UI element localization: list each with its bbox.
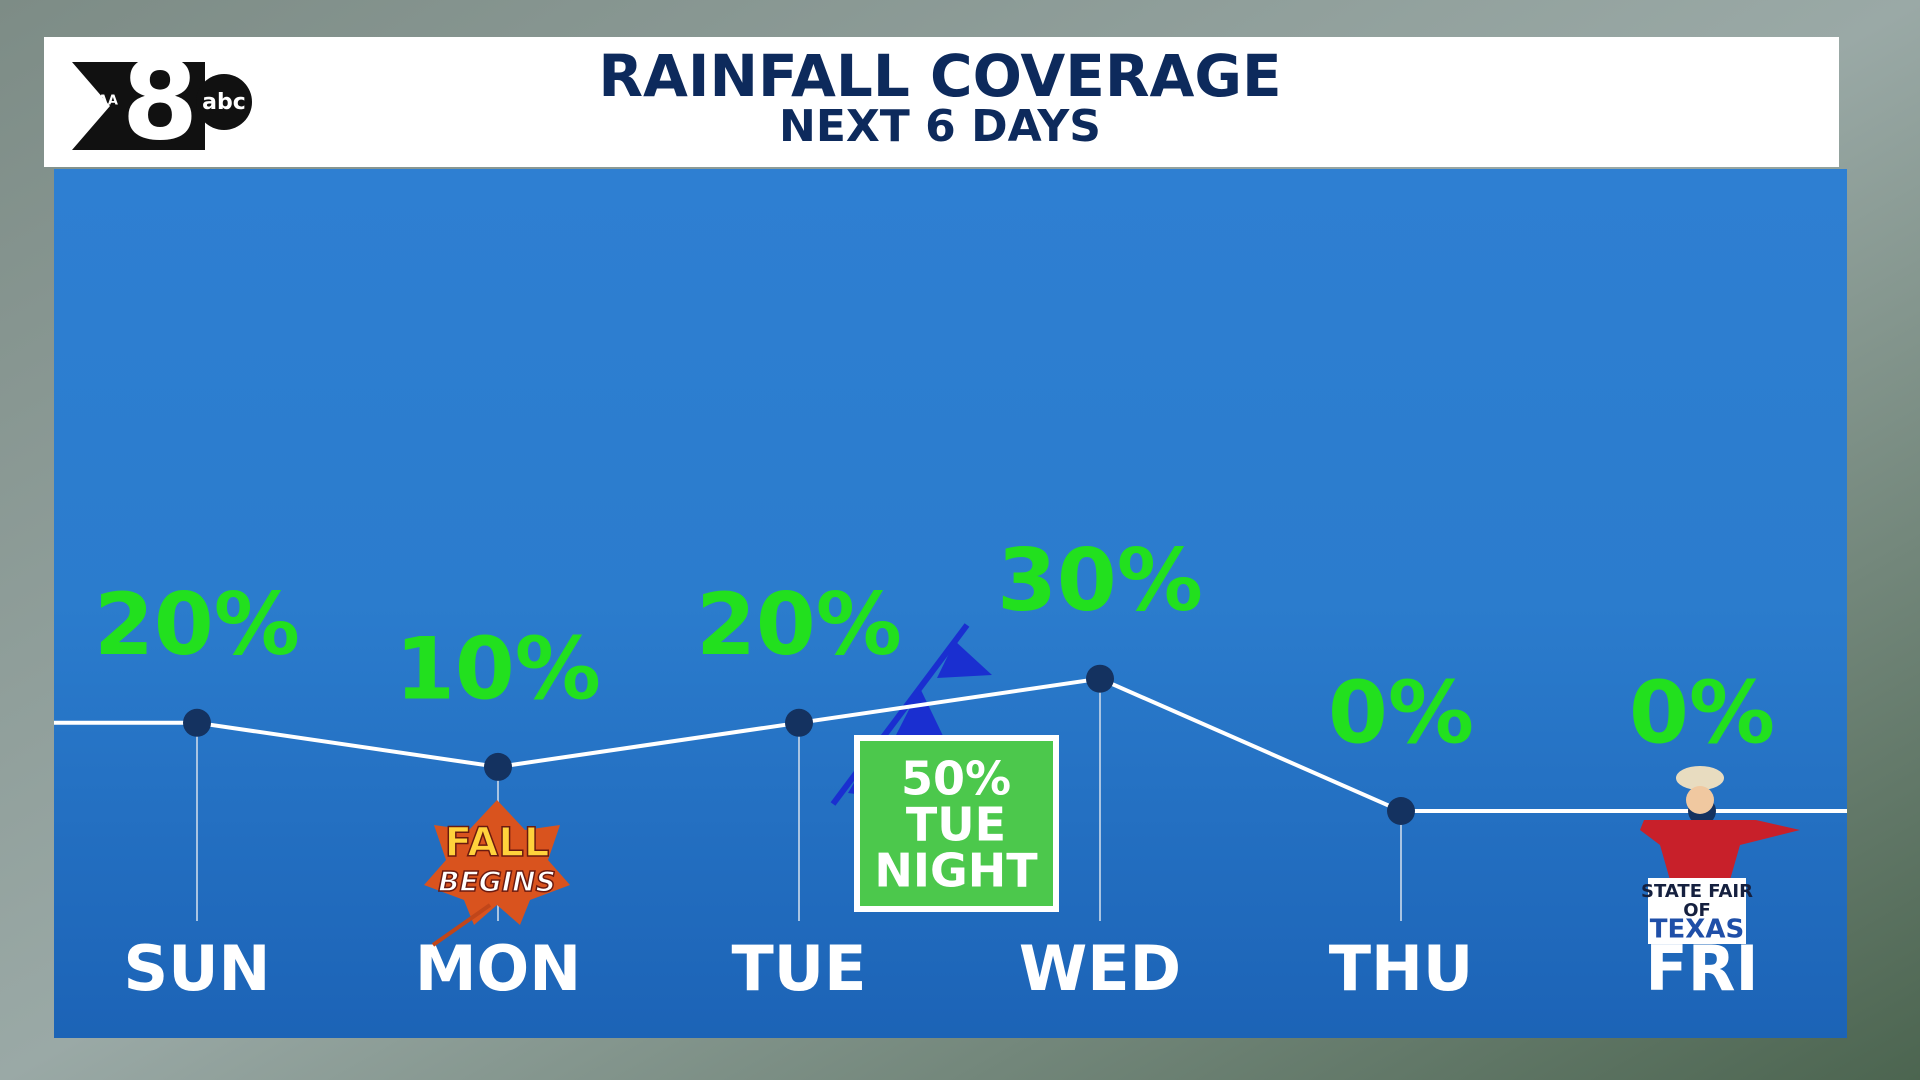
hat — [1676, 766, 1724, 790]
value-label: 0% — [1328, 663, 1474, 763]
x-tick-label: FRI — [1645, 932, 1758, 1005]
point — [183, 708, 211, 737]
chart-title: RAINFALL COVERAGE — [598, 42, 1281, 110]
value-label: 0% — [1629, 663, 1775, 763]
front-triangle — [937, 641, 992, 678]
value-label: 20% — [94, 575, 300, 675]
fair-text: OF — [1683, 900, 1711, 921]
fair-text: STATE FAIR — [1641, 881, 1753, 902]
logo-shape — [72, 62, 205, 150]
point — [1086, 664, 1114, 693]
x-tick-label: MON — [415, 932, 581, 1005]
body — [1640, 820, 1800, 880]
note-text: NIGHT — [874, 844, 1038, 898]
x-tick-label: SUN — [124, 932, 271, 1005]
value-label: 20% — [696, 575, 902, 675]
header-bar — [44, 37, 1839, 167]
note-text: TUE — [906, 798, 1006, 852]
logo-station: WFAA — [76, 94, 118, 109]
front-triangle — [895, 688, 945, 740]
x-tick-label: THU — [1329, 932, 1474, 1005]
note-box — [854, 735, 1059, 912]
logo-network: abc — [202, 90, 246, 115]
value-label: 30% — [997, 531, 1203, 631]
note-text: 50% — [901, 752, 1011, 806]
logo-circle — [196, 74, 252, 130]
maple-leaf — [424, 800, 570, 925]
chart-subtitle: NEXT 6 DAYS — [779, 101, 1101, 152]
value-label: 10% — [395, 619, 601, 719]
point — [785, 708, 813, 737]
logo: 8 WFAA abc — [72, 36, 252, 164]
point — [1387, 797, 1415, 825]
point — [484, 752, 512, 781]
fall-text: BEGINS — [438, 865, 555, 898]
logo-number: 8 — [122, 36, 199, 164]
leaf-stem — [431, 903, 492, 947]
head — [1686, 786, 1714, 814]
fair-text: TEXAS — [1650, 915, 1744, 945]
x-tick-label: TUE — [732, 932, 867, 1005]
series-line — [196, 676, 1702, 813]
x-tick-label: WED — [1019, 932, 1181, 1005]
sign — [1648, 878, 1746, 944]
fall-text: FALL — [445, 820, 550, 866]
